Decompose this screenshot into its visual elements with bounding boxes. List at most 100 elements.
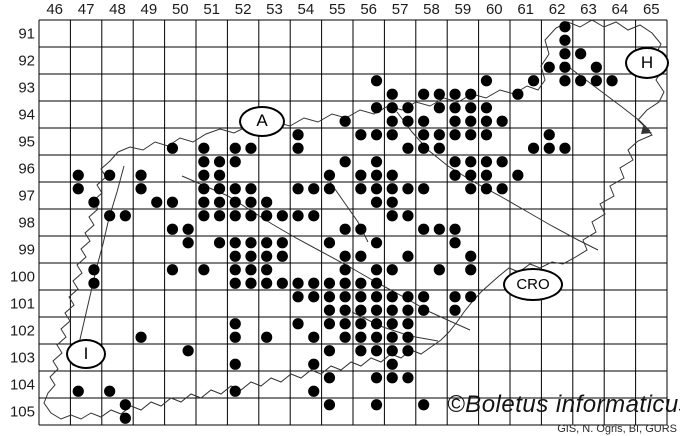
occurrence-dot	[213, 156, 226, 168]
occurrence-dots	[72, 21, 618, 424]
occurrence-dot	[355, 331, 367, 343]
occurrence-dot	[213, 237, 226, 249]
occurrence-dot	[386, 102, 398, 114]
occurrence-dot	[355, 129, 367, 141]
occurrence-dot	[386, 183, 398, 195]
occurrence-dot	[402, 102, 414, 114]
occurrence-dot	[323, 345, 336, 357]
occurrence-dot	[88, 277, 100, 289]
occurrence-dot	[370, 183, 383, 195]
col-label-46: 46	[46, 1, 64, 18]
occurrence-dot	[606, 75, 618, 87]
occurrence-dot	[245, 237, 257, 249]
occurrence-dot	[418, 223, 430, 235]
occurrence-dot	[339, 291, 351, 303]
occurrence-dot	[355, 183, 367, 195]
occurrence-dot	[418, 115, 430, 127]
occurrence-dot	[135, 169, 147, 181]
occurrence-dot	[323, 304, 336, 316]
occurrence-dot	[480, 75, 493, 87]
row-label-98: 98	[18, 214, 35, 231]
occurrence-dot	[386, 304, 398, 316]
country-label-hungary: H	[625, 47, 669, 79]
occurrence-dot	[229, 318, 241, 330]
occurrence-dot	[339, 331, 351, 343]
row-label-95: 95	[18, 133, 35, 150]
occurrence-dot	[370, 129, 383, 141]
row-label-103: 103	[9, 349, 35, 366]
occurrence-dot	[370, 372, 383, 384]
occurrence-dot	[433, 129, 445, 141]
occurrence-dot	[386, 169, 398, 181]
occurrence-dot	[465, 291, 477, 303]
occurrence-dot	[339, 250, 351, 262]
occurrence-dot	[386, 331, 398, 343]
occurrence-dot	[198, 183, 210, 195]
country-label-italy: I	[66, 339, 106, 369]
occurrence-dot	[402, 318, 414, 330]
occurrence-dot	[418, 304, 430, 316]
occurrence-dot	[245, 210, 257, 222]
row-label-99: 99	[18, 241, 35, 258]
occurrence-dot	[402, 304, 414, 316]
occurrence-dot	[292, 210, 304, 222]
occurrence-dot	[370, 264, 383, 276]
occurrence-dot	[370, 75, 383, 87]
row-label-94: 94	[18, 106, 35, 123]
row-label-104: 104	[9, 376, 35, 393]
occurrence-dot	[229, 142, 241, 154]
occurrence-dot	[308, 358, 320, 370]
country-outline	[43, 19, 665, 420]
occurrence-dot	[512, 169, 524, 181]
occurrence-dot	[323, 183, 336, 195]
occurrence-dot	[465, 129, 477, 141]
occurrence-dot	[386, 88, 398, 100]
occurrence-dot	[229, 385, 241, 397]
occurrence-dot	[135, 183, 147, 195]
occurrence-dot	[229, 264, 241, 276]
occurrence-dot	[402, 183, 414, 195]
occurrence-dot	[386, 358, 398, 370]
occurrence-dot	[323, 237, 336, 249]
occurrence-dot	[449, 223, 461, 235]
occurrence-dot	[543, 129, 555, 141]
occurrence-dot	[402, 331, 414, 343]
occurrence-dot	[559, 48, 571, 60]
col-label-47: 47	[77, 1, 95, 18]
col-label-59: 59	[454, 1, 472, 18]
col-label-55: 55	[328, 1, 346, 18]
occurrence-dot	[261, 331, 273, 343]
col-label-60: 60	[485, 1, 503, 18]
grid-lines	[38, 19, 668, 426]
row-label-102: 102	[9, 322, 35, 339]
occurrence-dot	[355, 304, 367, 316]
col-label-63: 63	[580, 1, 597, 18]
occurrence-dot	[559, 75, 571, 87]
occurrence-dot	[88, 196, 100, 208]
occurrence-dot	[308, 277, 320, 289]
occurrence-dot	[465, 264, 477, 276]
col-label-52: 52	[234, 1, 252, 18]
col-label-53: 53	[266, 1, 283, 18]
occurrence-dot	[370, 318, 383, 330]
occurrence-dot	[418, 399, 430, 411]
occurrence-dot	[465, 88, 477, 100]
occurrence-dot	[292, 183, 304, 195]
occurrence-dot	[119, 210, 131, 222]
col-label-49: 49	[140, 1, 158, 18]
occurrence-dot	[355, 223, 367, 235]
occurrence-dot	[386, 115, 398, 127]
occurrence-dot	[449, 102, 461, 114]
occurrence-dot	[72, 169, 84, 181]
occurrence-dot	[418, 142, 430, 154]
occurrence-dot	[292, 129, 304, 141]
occurrence-dot	[402, 291, 414, 303]
occurrence-dot	[182, 237, 194, 249]
occurrence-dot	[433, 142, 445, 154]
occurrence-dot	[213, 196, 226, 208]
occurrence-dot	[386, 372, 398, 384]
occurrence-dot	[276, 210, 288, 222]
occurrence-dot	[449, 88, 461, 100]
occurrence-dot	[213, 183, 226, 195]
